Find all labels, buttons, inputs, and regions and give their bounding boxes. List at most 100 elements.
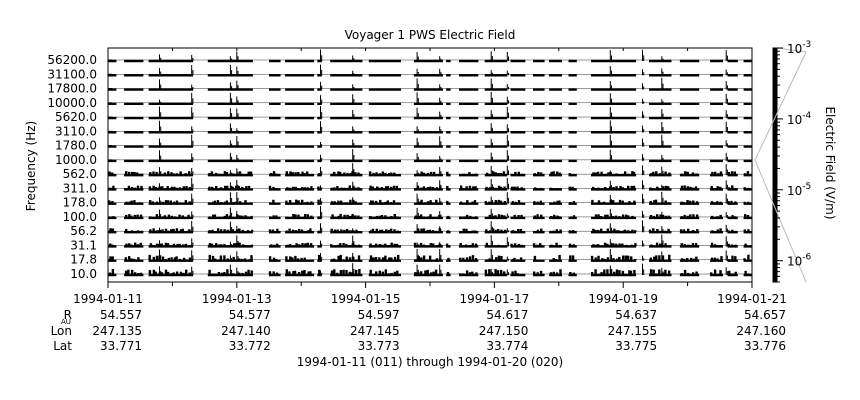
y-tick-label: 56200.0 bbox=[47, 53, 97, 67]
channel-row-311.0 bbox=[108, 177, 752, 191]
y-tick-label: 1780.0 bbox=[55, 139, 97, 153]
y-tick-label: 100.0 bbox=[63, 210, 97, 224]
y-tick-label: 1000.0 bbox=[55, 153, 97, 167]
y-tick-label: 562.0 bbox=[63, 167, 97, 181]
channel-trace bbox=[108, 185, 752, 191]
channel-row-10000.0 bbox=[108, 92, 752, 105]
channel-bursts bbox=[159, 134, 728, 147]
channel-trace bbox=[108, 199, 752, 205]
y-tick-label: 311.0 bbox=[63, 181, 97, 195]
channel-trace bbox=[108, 171, 752, 177]
colorbar-connector bbox=[754, 159, 807, 283]
x-tick-label: 1994-01-17 bbox=[460, 292, 530, 306]
ephemeris-table: RAU 54.557 54.577 54.597 54.617 54.637 54.657 L… bbox=[51, 308, 786, 353]
x-tick-label: 1994-01-19 bbox=[588, 292, 658, 306]
channel-row-17.8 bbox=[108, 248, 752, 262]
channel-bursts bbox=[159, 263, 728, 275]
colorbar-tick-label: 10-4 bbox=[787, 111, 812, 127]
ephem-value: 54.637 bbox=[615, 308, 657, 322]
channel-bursts bbox=[159, 106, 728, 119]
ephem-value: 247.140 bbox=[221, 324, 271, 338]
ephem-value: 247.145 bbox=[350, 324, 400, 338]
channel-row-100.0 bbox=[108, 206, 752, 220]
colorbar-tick-exponent: -4 bbox=[802, 111, 811, 121]
channel-row-56.2 bbox=[108, 220, 752, 234]
channel-row-10.0 bbox=[108, 263, 752, 277]
colorbar-strip bbox=[772, 47, 778, 283]
x-tick-label: 1994-01-21 bbox=[717, 292, 787, 306]
ephem-value: 33.773 bbox=[358, 339, 400, 353]
ephem-value: 247.160 bbox=[736, 324, 786, 338]
colorbar-tick-label: 10-6 bbox=[787, 253, 812, 269]
channel-row-1780.0 bbox=[108, 134, 752, 148]
channel-trace bbox=[108, 213, 752, 220]
y-tick-label: 3110.0 bbox=[55, 124, 97, 138]
channel-row-3110.0 bbox=[108, 120, 752, 134]
plot-area bbox=[107, 47, 753, 283]
channel-bursts bbox=[159, 234, 728, 247]
channel-row-31100.0 bbox=[108, 64, 752, 77]
channel-bursts bbox=[159, 64, 728, 76]
y-tick-label: 56.2 bbox=[70, 224, 97, 238]
colorbar-label: Electric Field (V/m) bbox=[823, 106, 837, 219]
colorbar-tick-exponent: -6 bbox=[802, 253, 811, 263]
ephem-value: 33.776 bbox=[744, 339, 786, 353]
x-tick-label: 1994-01-15 bbox=[331, 292, 401, 306]
y-tick-label: 17800.0 bbox=[47, 82, 97, 96]
channel-bursts bbox=[159, 177, 728, 190]
channel-bursts bbox=[159, 149, 728, 161]
channel-bursts bbox=[159, 206, 728, 218]
y-axis-label: Frequency (Hz) bbox=[24, 121, 38, 212]
ephem-value: 54.577 bbox=[229, 308, 271, 322]
y-tick-label: 17.8 bbox=[70, 253, 97, 267]
channel-row-1000.0 bbox=[108, 149, 752, 163]
ephem-value: 33.771 bbox=[100, 339, 142, 353]
channel-bursts bbox=[159, 120, 728, 133]
frequency-axis: 10.017.831.156.2100.0178.0311.0562.01000… bbox=[47, 53, 112, 281]
channel-bursts bbox=[159, 77, 728, 90]
x-tick-label: 1994-01-11 bbox=[73, 292, 143, 306]
channel-row-31.1 bbox=[108, 234, 752, 248]
ephem-row-sublabel: AU bbox=[61, 318, 71, 326]
ephem-value: 33.774 bbox=[486, 339, 528, 353]
y-tick-label: 31100.0 bbox=[47, 67, 97, 81]
colorbar-connector bbox=[754, 51, 807, 161]
ephem-value: 247.135 bbox=[92, 324, 142, 338]
x-tick-label: 1994-01-13 bbox=[202, 292, 272, 306]
ephem-value: 54.617 bbox=[486, 308, 528, 322]
colorbar-tick-label: 10-3 bbox=[787, 40, 811, 56]
channel-trace bbox=[108, 269, 752, 277]
ephem-value: 33.775 bbox=[615, 339, 657, 353]
channel-bursts bbox=[159, 191, 728, 204]
channel-row-178.0 bbox=[108, 191, 752, 205]
colorbar-tick-exponent: -3 bbox=[802, 40, 811, 50]
channel-row-5620.0 bbox=[108, 106, 752, 120]
ephem-row-label: Lat bbox=[53, 339, 72, 353]
chart-title: Voyager 1 PWS Electric Field bbox=[345, 28, 516, 42]
channel-row-56200.0 bbox=[108, 49, 752, 63]
y-tick-label: 10.0 bbox=[70, 267, 97, 281]
colorbar-tick-exponent: -5 bbox=[802, 182, 811, 192]
y-tick-label: 178.0 bbox=[63, 196, 97, 210]
channel-bursts bbox=[159, 220, 728, 233]
ephem-row-label: Lon bbox=[51, 324, 72, 338]
channel-row-17800.0 bbox=[108, 77, 752, 91]
channel-row-562.0 bbox=[108, 163, 752, 177]
colorbar-tick-label: 10-5 bbox=[787, 182, 811, 198]
y-tick-label: 10000.0 bbox=[47, 96, 97, 110]
y-tick-label: 31.1 bbox=[70, 238, 97, 252]
ephem-value: 54.597 bbox=[358, 308, 400, 322]
channel-trace bbox=[108, 228, 752, 234]
y-tick-label: 5620.0 bbox=[55, 110, 97, 124]
colorbar-connector bbox=[776, 47, 807, 53]
channel-trace bbox=[108, 254, 752, 262]
channel-bursts bbox=[159, 248, 728, 261]
time-axis: 1994-01-11 1994-01-13 1994-01-15 1994-01-17… bbox=[73, 48, 787, 306]
channel-trace bbox=[108, 242, 752, 248]
x-axis-label: 1994-01-11 (011) through 1994-01-20 (020… bbox=[297, 355, 563, 369]
channel-bursts bbox=[159, 49, 728, 61]
channel-bursts bbox=[159, 163, 728, 176]
ephem-value: 54.657 bbox=[744, 308, 786, 322]
ephem-value: 33.772 bbox=[229, 339, 271, 353]
